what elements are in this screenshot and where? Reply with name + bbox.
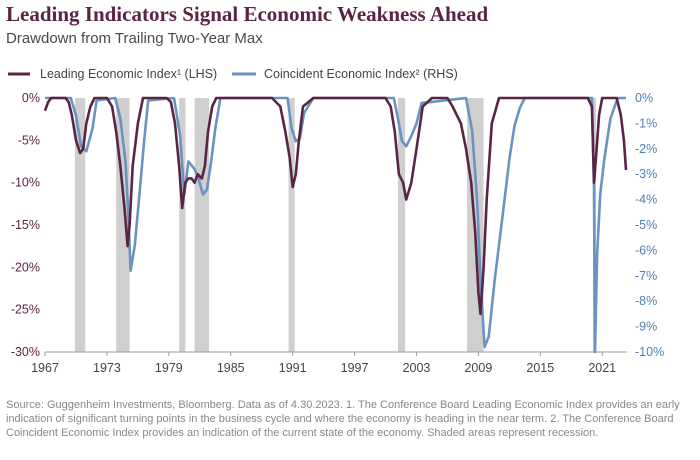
y-right-tick-label: -2% xyxy=(635,142,657,156)
recession-band-2 xyxy=(179,98,186,352)
y-right-tick-label: 0% xyxy=(635,91,653,105)
recession-band-0 xyxy=(74,98,86,352)
x-tick-label: 1973 xyxy=(93,361,121,375)
y-right-tick-label: -4% xyxy=(635,193,657,207)
legend: Leading Economic Index¹ (LHS) Coincident… xyxy=(8,67,458,81)
line-chart: Leading Economic Index¹ (LHS) Coincident… xyxy=(8,67,664,375)
y-left-tick-label: -15% xyxy=(11,218,40,232)
y-left-tick-label: -5% xyxy=(18,133,40,147)
y-right-tick-label: -9% xyxy=(635,320,657,334)
chart-title: Leading Indicators Signal Economic Weakn… xyxy=(6,2,489,26)
y-left-tick-label: -20% xyxy=(11,260,40,274)
x-tick-label: 1979 xyxy=(155,361,183,375)
y-right-tick-label: -6% xyxy=(635,243,657,257)
y-left-tick-label: -25% xyxy=(11,303,40,317)
chart-subtitle: Drawdown from Trailing Two-Year Max xyxy=(6,30,263,47)
y-left-tick-label: -10% xyxy=(11,176,40,190)
legend-label-lei: Leading Economic Index¹ (LHS) xyxy=(40,67,217,81)
source-note: Source: Guggenheim Investments, Bloomber… xyxy=(6,399,680,439)
axes-layer xyxy=(44,351,627,356)
y-right-tick-label: -5% xyxy=(635,218,657,232)
recession-band-4 xyxy=(288,98,295,352)
recession-shading-layer xyxy=(74,98,597,352)
y-right-tick-label: -8% xyxy=(635,294,657,308)
series-layer xyxy=(43,96,628,354)
y-right-tick-label: -1% xyxy=(635,116,657,130)
recession-band-5 xyxy=(397,98,406,352)
axis-tick-labels: 0% -5% -10% -15% -20% -25% -30% 0% -1% -2% -3% -4% -… xyxy=(11,91,664,375)
legend-label-cei: Coincident Economic Index² (RHS) xyxy=(264,67,458,81)
x-tick-label: 2009 xyxy=(464,361,492,375)
y-right-tick-label: -10% xyxy=(635,345,664,359)
series-line-lei xyxy=(43,96,628,316)
x-tick-label: 1985 xyxy=(217,361,245,375)
x-tick-label: 1991 xyxy=(279,361,307,375)
x-tick-label: 2003 xyxy=(403,361,431,375)
x-tick-label: 2021 xyxy=(588,361,616,375)
y-right-tick-label: -3% xyxy=(635,167,657,181)
x-tick-label: 1967 xyxy=(31,361,59,375)
x-tick-label: 2015 xyxy=(526,361,554,375)
x-tick-label: 1997 xyxy=(341,361,369,375)
y-left-tick-label: -30% xyxy=(11,345,40,359)
y-left-tick-label: 0% xyxy=(22,91,40,105)
series-line-cei xyxy=(45,96,626,354)
y-right-tick-label: -7% xyxy=(635,269,657,283)
